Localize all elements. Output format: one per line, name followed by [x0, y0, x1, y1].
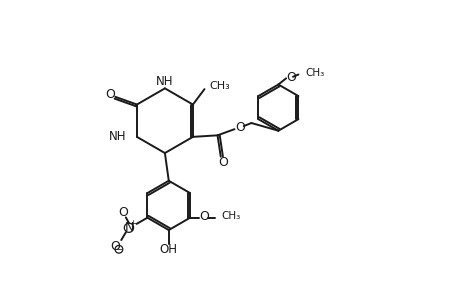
- Text: O: O: [286, 71, 296, 84]
- Text: NH: NH: [156, 75, 174, 88]
- Text: −: −: [115, 245, 122, 254]
- Text: O: O: [105, 88, 115, 101]
- Text: +: +: [129, 219, 136, 228]
- Text: O: O: [235, 121, 245, 134]
- Text: CH₃: CH₃: [305, 68, 324, 78]
- Text: O: O: [110, 240, 120, 253]
- Text: O: O: [118, 206, 128, 218]
- Text: CH₃: CH₃: [221, 211, 241, 221]
- Text: OH: OH: [159, 243, 177, 256]
- Text: NH: NH: [108, 130, 126, 143]
- Text: CH₃: CH₃: [209, 81, 230, 91]
- Text: N: N: [124, 221, 133, 234]
- Text: O: O: [199, 211, 208, 224]
- Text: O: O: [218, 155, 228, 169]
